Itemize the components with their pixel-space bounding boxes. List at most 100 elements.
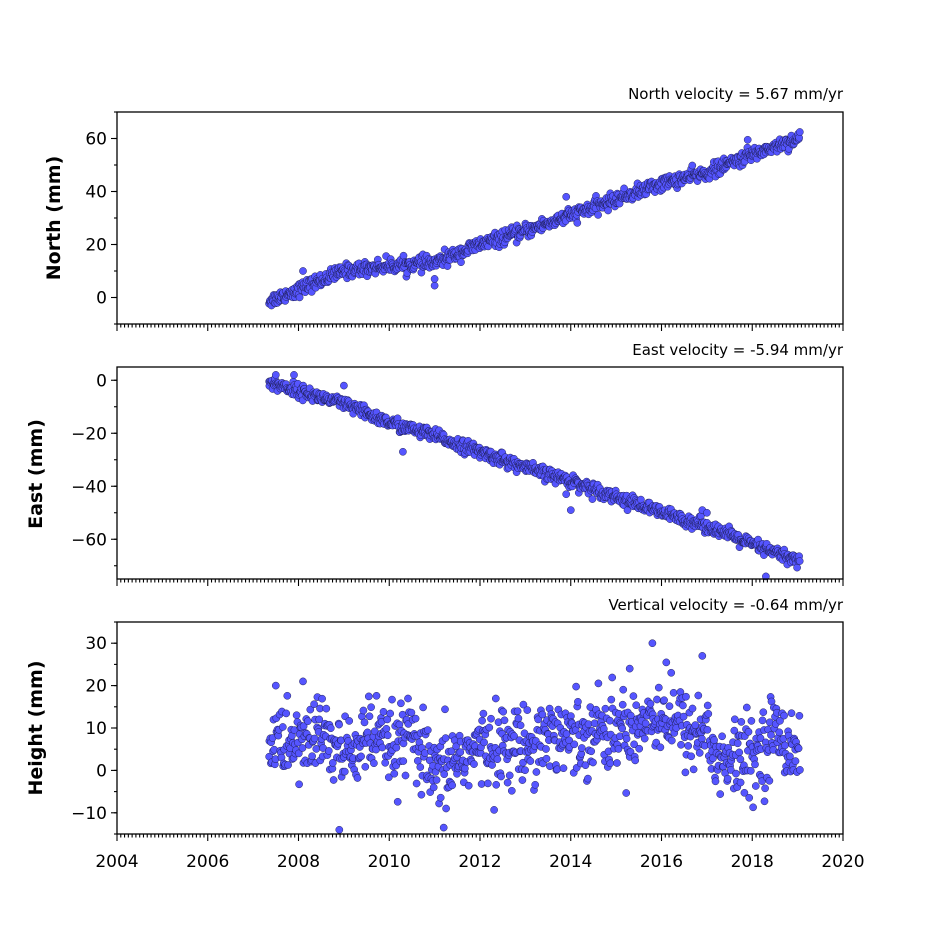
- data-point: [516, 721, 525, 730]
- data-point: [361, 762, 370, 771]
- data-point: [401, 771, 410, 780]
- y-tick-label: −20: [71, 424, 107, 444]
- data-point: [532, 768, 541, 776]
- data-point: [691, 721, 700, 729]
- data-point: [730, 715, 739, 724]
- data-point: [359, 706, 368, 715]
- data-point: [367, 703, 375, 712]
- x-tick-label: 2020: [821, 852, 864, 872]
- data-point: [641, 719, 650, 728]
- data-point: [687, 752, 696, 761]
- outlier-point: [566, 506, 575, 514]
- data-point: [500, 716, 509, 725]
- east-panel: East velocity = -5.94 mm/yr East (mm) 0 −…: [25, 341, 844, 586]
- data-point: [723, 774, 732, 783]
- data-point: [507, 786, 516, 795]
- data-point: [632, 701, 641, 710]
- outlier-point: [648, 639, 657, 648]
- data-point: [478, 716, 486, 725]
- data-point: [526, 757, 535, 765]
- data-point: [452, 742, 460, 751]
- data-point: [447, 747, 456, 756]
- data-point: [390, 769, 399, 778]
- data-point: [601, 704, 610, 713]
- outlier-point: [698, 652, 707, 660]
- data-point: [559, 764, 568, 773]
- data-point: [518, 776, 527, 784]
- x-tick-label: 2004: [95, 852, 138, 872]
- data-point: [488, 761, 496, 769]
- data-point: [353, 774, 362, 782]
- data-point: [477, 780, 486, 788]
- outlier-point: [703, 508, 711, 517]
- data-point: [381, 758, 390, 767]
- outlier-point: [625, 664, 634, 673]
- data-point: [479, 709, 488, 718]
- data-point: [514, 714, 523, 723]
- y-tick-label: 20: [85, 236, 107, 256]
- data-point: [295, 780, 303, 789]
- data-point: [315, 715, 324, 724]
- data-point: [622, 734, 631, 743]
- data-point: [795, 128, 804, 136]
- data-point: [534, 715, 543, 724]
- data-point: [703, 701, 712, 710]
- data-point: [744, 727, 753, 736]
- data-point: [505, 771, 514, 780]
- data-point: [531, 780, 540, 789]
- data-point: [456, 748, 465, 757]
- data-point: [669, 688, 678, 697]
- outlier-point: [762, 572, 770, 581]
- outlier-point: [271, 681, 280, 690]
- data-point: [794, 744, 803, 753]
- data-point: [310, 700, 318, 709]
- data-point: [735, 748, 744, 757]
- data-point: [417, 790, 426, 799]
- data-point: [740, 788, 749, 797]
- data-point: [318, 694, 326, 703]
- data-point: [765, 776, 774, 785]
- data-point: [787, 709, 796, 718]
- height-ticks: −10 0 10 20 30 2004 2006 2008 2010 2012 2014 2016 20…: [71, 621, 865, 872]
- data-point: [294, 749, 303, 758]
- data-point: [298, 744, 307, 752]
- data-point: [681, 768, 690, 777]
- data-point: [704, 709, 713, 718]
- outlier-point: [335, 825, 344, 834]
- data-point: [283, 691, 292, 700]
- data-point: [519, 758, 527, 767]
- outlier-point: [430, 281, 439, 290]
- data-point: [767, 731, 775, 739]
- data-point: [329, 776, 338, 784]
- data-point: [480, 738, 488, 747]
- outlier-point: [430, 275, 439, 283]
- data-point: [758, 716, 767, 725]
- east-ticks: 0 −20 −40 −60: [71, 371, 844, 586]
- outlier-point: [399, 447, 407, 456]
- data-point: [299, 722, 308, 731]
- data-point: [278, 723, 287, 731]
- data-point: [322, 704, 331, 713]
- data-point: [629, 692, 638, 700]
- data-point: [618, 724, 627, 733]
- data-point: [542, 745, 550, 753]
- data-point: [370, 759, 378, 768]
- data-point: [660, 696, 668, 705]
- north-ticks: 0 20 40 60: [85, 111, 844, 331]
- data-point: [703, 725, 712, 734]
- data-point: [588, 495, 597, 503]
- data-point: [441, 705, 449, 714]
- data-point: [282, 709, 291, 718]
- data-point: [432, 776, 441, 784]
- data-point: [716, 790, 725, 798]
- data-point: [618, 700, 627, 709]
- data-point: [393, 797, 402, 806]
- data-point: [786, 752, 794, 761]
- data-point: [464, 781, 473, 790]
- data-point: [383, 731, 392, 740]
- data-point: [665, 702, 674, 711]
- height-plot-frame: [116, 621, 844, 835]
- data-point: [653, 695, 661, 704]
- data-point: [745, 793, 754, 802]
